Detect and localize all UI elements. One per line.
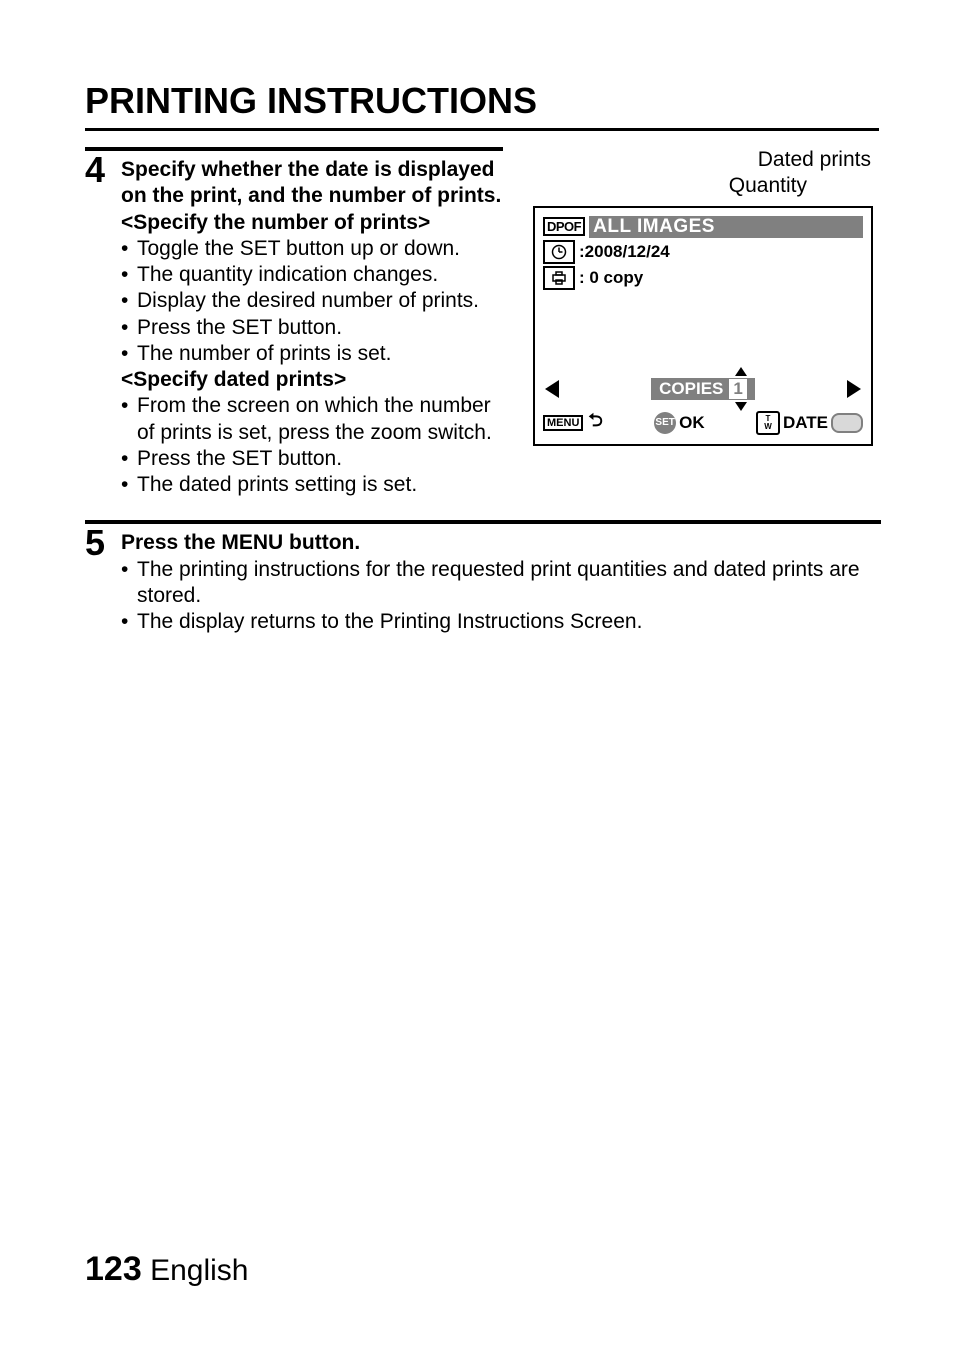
screen-label-dated: Dated prints Quantity [533, 147, 879, 200]
clock-icon [543, 240, 575, 264]
copy-text: : 0 copy [579, 268, 643, 288]
page: PRINTING INSTRUCTIONS 4 Specify whether … [0, 0, 954, 1345]
step-4-rule [121, 147, 503, 151]
step-4-list2: From the screen on which the number of p… [121, 393, 503, 498]
date-label: DATE [783, 413, 828, 433]
back-icon: ⮌ [588, 408, 602, 438]
list-item: The printing instructions for the reques… [121, 557, 881, 610]
step-5-rule [121, 520, 881, 524]
camera-screen: DPOF ALL IMAGES :2008/12/24 [533, 206, 873, 446]
all-images-bar: ALL IMAGES [589, 216, 863, 238]
list-item: Display the desired number of prints. [121, 288, 503, 314]
step-5-body: Press the MENU button. The printing inst… [121, 520, 881, 635]
label-quantity: Quantity [729, 173, 871, 199]
step-4-sub2: <Specify dated prints> [121, 367, 503, 393]
zoom-w: W [764, 423, 772, 431]
menu-chip: MENU [543, 415, 583, 431]
step-4: 4 Specify whether the date is displayed … [85, 147, 879, 498]
page-number: 123 [85, 1250, 142, 1288]
row-copy: : 0 copy [543, 266, 863, 290]
row-all-images: DPOF ALL IMAGES [543, 216, 863, 238]
list-item: Toggle the SET button up or down. [121, 236, 503, 262]
list-item: The number of prints is set. [121, 341, 503, 367]
nav-right-icon [847, 380, 861, 398]
list-item: Press the SET button. [121, 446, 503, 472]
row-date: :2008/12/24 [543, 240, 863, 264]
list-item: From the screen on which the number of p… [121, 393, 503, 446]
printer-icon [543, 266, 575, 290]
step-5: 5 Press the MENU button. The printing in… [85, 520, 879, 635]
copies-value: 1 [729, 379, 746, 399]
ok-label: OK [679, 413, 705, 433]
copies-label: COPIES [659, 379, 723, 399]
step-5-number: 5 [85, 524, 121, 562]
screen-footer: MENU ⮌ SET OK T W [543, 408, 863, 438]
page-footer: 123 English [85, 1250, 248, 1289]
list-item: The display returns to the Printing Inst… [121, 609, 881, 635]
set-badge: SET [654, 412, 676, 434]
step-number-box: 4 [85, 147, 121, 189]
dpof-icon: DPOF [543, 217, 585, 236]
title-rule [85, 128, 879, 131]
list-item: The dated prints setting is set. [121, 472, 503, 498]
list-item: Press the SET button. [121, 315, 503, 341]
step-4-heading: Specify whether the date is displayed on… [121, 157, 503, 210]
step-number-box: 5 [85, 520, 121, 562]
date-oval-icon [831, 413, 863, 433]
screen-illustration: Dated prints Quantity DPOF [503, 147, 879, 446]
step-4-list: Toggle the SET button up or down. The qu… [121, 236, 503, 367]
page-title: PRINTING INSTRUCTIONS [85, 80, 879, 122]
nav-up-icon [735, 367, 747, 376]
nav-left-icon [545, 380, 559, 398]
step-4-body: Specify whether the date is displayed on… [121, 147, 879, 498]
step-5-list: The printing instructions for the reques… [121, 557, 881, 636]
label-dated-prints: Dated prints [758, 148, 871, 171]
date-text: :2008/12/24 [579, 242, 670, 262]
step-4-text: Specify whether the date is displayed on… [121, 147, 503, 498]
lcd-frame: DPOF ALL IMAGES :2008/12/24 [533, 206, 873, 446]
copies-band: COPIES 1 [545, 378, 861, 400]
list-item: The quantity indication changes. [121, 262, 503, 288]
page-language: English [150, 1254, 248, 1287]
zoom-tw-icon: T W [756, 411, 780, 435]
step-5-heading: Press the MENU button. [121, 530, 881, 556]
step-4-number: 4 [85, 151, 121, 189]
copies-pill: COPIES 1 [651, 378, 755, 400]
step-4-sub1: <Specify the number of prints> [121, 210, 503, 236]
